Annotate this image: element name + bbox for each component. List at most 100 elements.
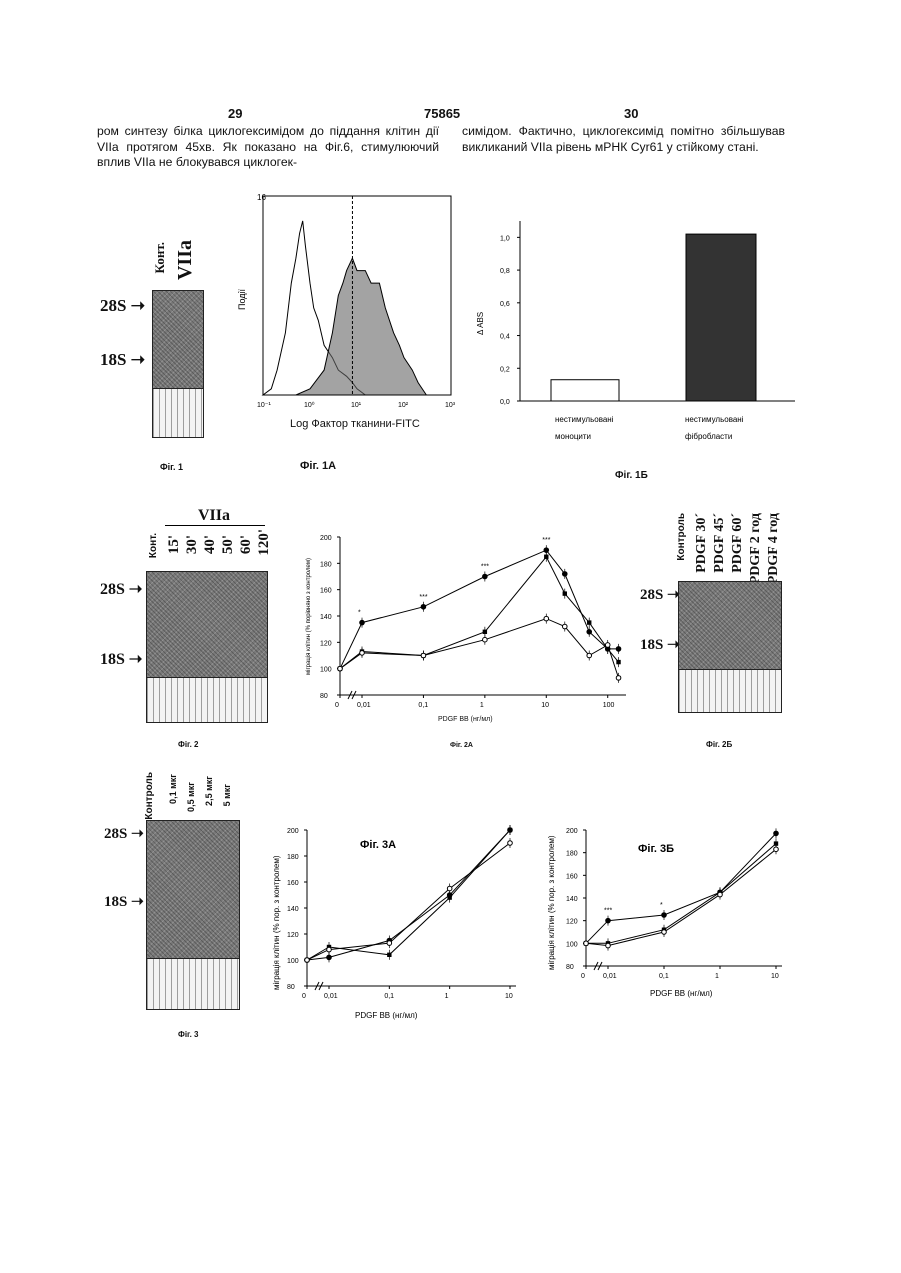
y-tick-label: 180 [566,851,578,858]
x-tick-label: 10³ [445,402,456,409]
y-tick-label: 160 [320,588,332,595]
lane-label: 2,5 мкг [204,776,214,806]
data-point [662,913,667,918]
lane-label: PDGF 60´ [730,513,746,573]
y-tick-label: 120 [566,919,578,926]
y-tick-label: 80 [287,984,295,991]
blot-image [146,571,268,679]
data-point [421,653,426,658]
y-tick-label: 140 [287,906,299,913]
body-text-left: ром синтезу білка циклогексимідом до під… [97,124,439,171]
category-label: фібробласти [685,432,732,441]
series-line [307,830,510,960]
x-tick-label: 0,1 [659,973,669,980]
series-line [340,619,619,678]
blot-loading-control [146,677,268,723]
significance-label: *** [542,537,550,544]
x-axis-label: PDGF BB (нг/мл) [650,989,713,998]
x-axis-label: PDGF BB (нг/мл) [355,1011,418,1020]
histogram-series [296,258,427,395]
x-tick-label: 1 [445,993,449,1000]
x-tick-label: 10⁰ [304,401,315,409]
y-axis-label: Події [237,288,247,310]
y-tick-label: 160 [287,880,299,887]
y-tick-label: 100 [566,941,578,948]
data-point [562,572,567,577]
lane-label: 50' [220,535,237,554]
band-label-28s: 28S [104,826,127,842]
data-point [774,847,779,852]
significance-label: *** [481,564,489,571]
data-point [483,574,488,579]
fig1-caption: Фіг. 1 [160,462,183,472]
x-tick-label: 0,01 [324,993,338,1000]
y-tick-label: 0,8 [500,268,510,275]
data-point [544,616,549,621]
band-label-18s: 18S [100,350,126,369]
x-tick-label: 0 [302,993,306,1000]
series-line [307,830,510,960]
y-tick-label: 80 [320,693,328,700]
fig2a-line-chart: 8010012014016018020000,010,1110100******… [300,525,630,740]
treatment-group-label: VIIa [198,507,230,525]
bar [686,234,756,401]
y-tick-label: 200 [287,828,299,835]
y-tick-label: 0,4 [500,334,510,341]
data-point [360,620,365,625]
y-tick-label: 140 [320,614,332,621]
lane-label: PDGF 2 год [748,513,764,584]
data-point [305,958,310,963]
bar [551,380,619,401]
x-tick-label: 1 [480,702,484,709]
chart-title: Фіг. 3Б [638,843,674,855]
data-point [662,930,667,935]
x-tick-label: 0,1 [384,993,394,1000]
data-point [508,841,513,846]
fig3-caption: Фіг. 3 [178,1030,198,1039]
y-tick-label: 120 [287,932,299,939]
y-tick-label: 140 [566,896,578,903]
band-label-28s: 28S [640,587,663,603]
y-tick-label: 120 [320,640,332,647]
data-point [508,828,512,832]
y-axis-label: Δ ABS [476,312,485,335]
blot-image [678,581,782,671]
significance-label: * [660,902,663,909]
x-tick-label: 1 [715,973,719,980]
lane-label: 120' [256,529,273,556]
fig2b-blot-figure: Контроль PDGF 30´ PDGF 45´ PDGF 60´ PDGF… [638,505,788,715]
page-number-right: 30 [624,106,638,121]
data-point [606,943,611,948]
page-number-left: 29 [228,106,242,121]
band-label-18s: 18S [640,637,663,653]
fig3-blot-figure: Контроль 0,1 мкг 0,5 мкг 2,5 мкг 5 мкг 2… [104,770,244,1035]
significance-label: *** [604,908,612,915]
x-tick-label: 0 [581,973,585,980]
data-point [587,630,592,635]
y-tick-label: 200 [320,535,332,542]
y-axis-label: міграція клітин (% пор. з контролем) [547,835,556,970]
data-point [360,651,365,656]
y-tick-label: 160 [566,873,578,880]
significance-label: *** [419,594,427,601]
data-point [327,947,332,952]
data-point [616,660,620,664]
band-label-18s: 18S [100,651,125,668]
x-tick-label: 10² [398,402,409,409]
y-axis-label: міграція клітин (% пор. з контролем) [272,855,281,990]
fig1b-caption: Фіг. 1Б [615,470,648,481]
fig1-blot-figure: Конт. VIIa 28S ➝ 18S ➝ [100,240,210,440]
data-point [447,886,452,891]
y-tick-label: 80 [566,964,574,971]
lane-label: Контроль [676,513,687,561]
data-point [421,604,426,609]
y-tick-label: 0,0 [500,399,510,406]
lane-label: 60' [238,535,255,554]
band-label-28s: 28S [100,296,126,315]
data-point [616,676,621,681]
x-tick-label: 100 [603,702,615,709]
data-point [483,630,487,634]
fig1a-histogram: 16 Події 10⁻¹10⁰10¹10²10³ [235,188,465,438]
body-text-right: симідом. Фактично, циклогексимід помітно… [462,124,785,155]
x-tick-label: 0,01 [357,702,371,709]
